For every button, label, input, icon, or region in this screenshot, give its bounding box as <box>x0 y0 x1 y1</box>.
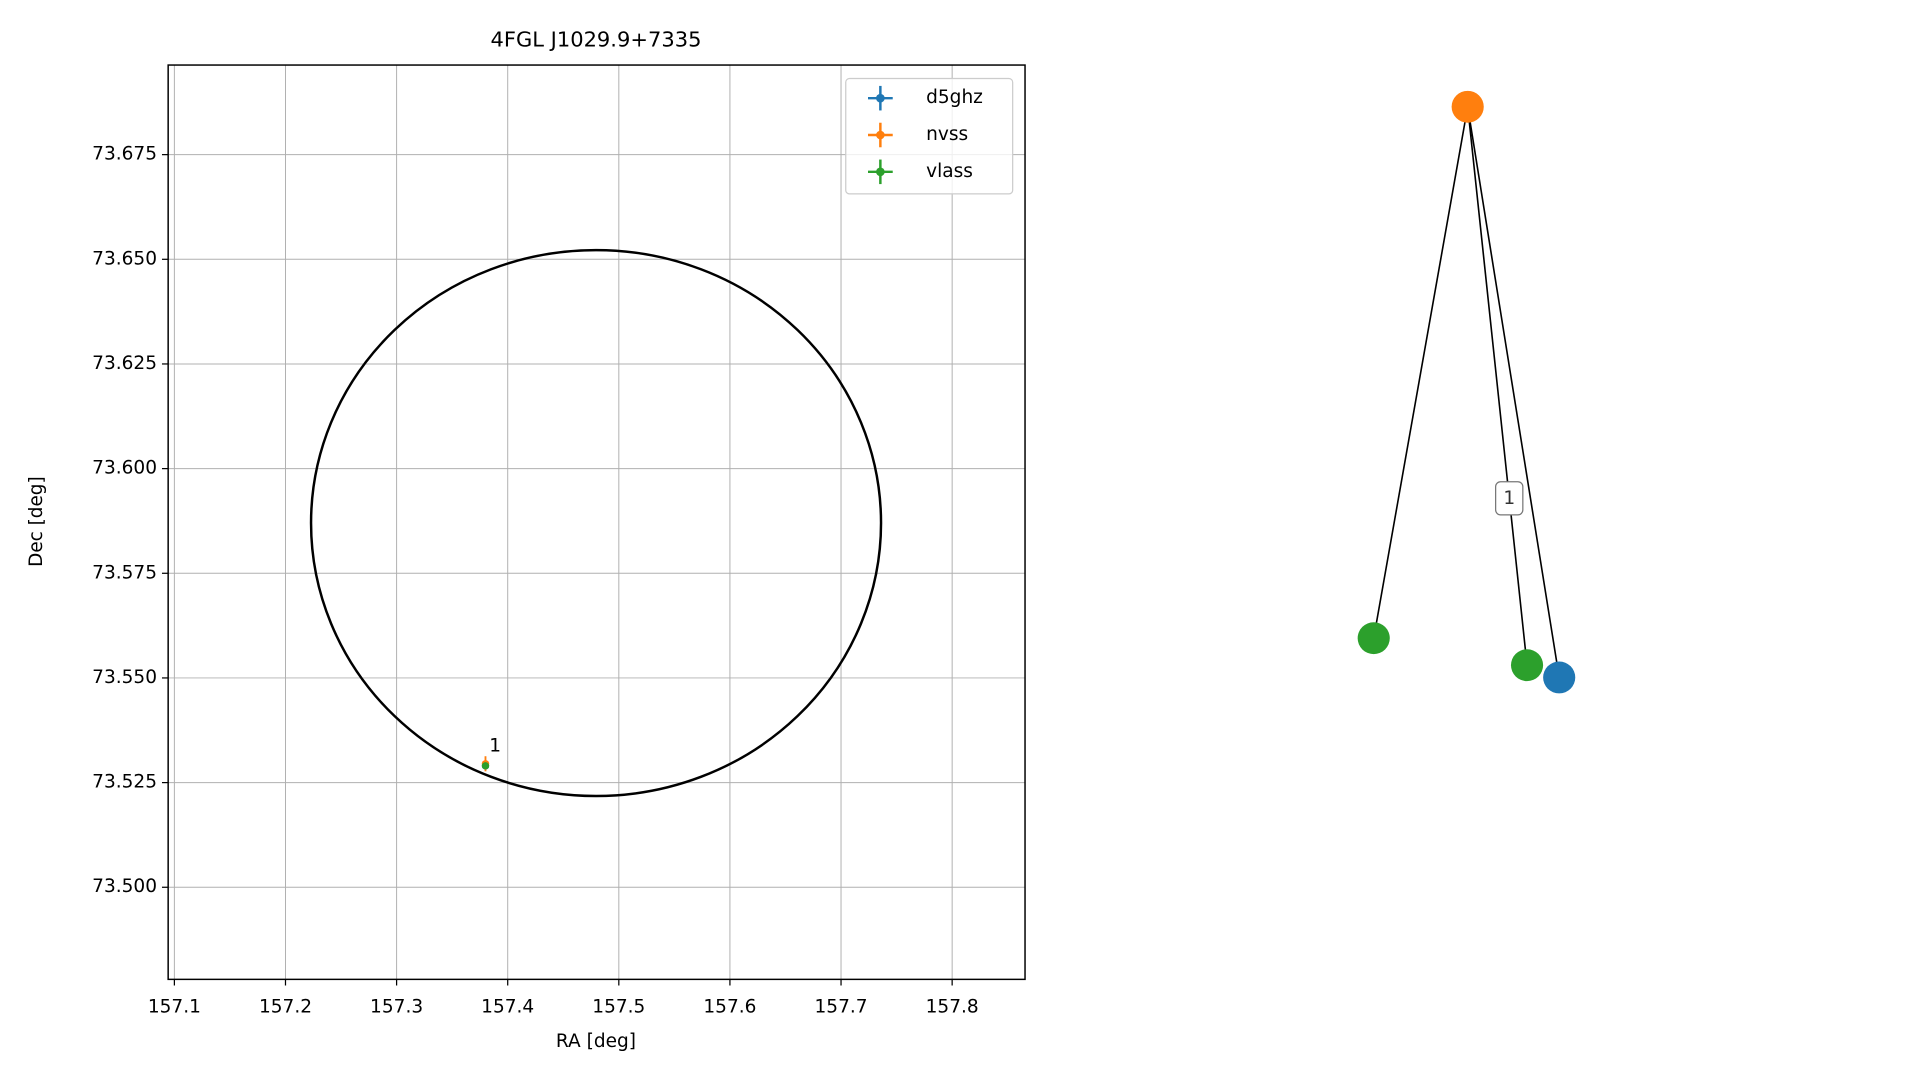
x-tick-label: 157.3 <box>370 997 423 1018</box>
legend-marker <box>876 130 885 140</box>
y-tick-label: 73.600 <box>92 458 157 479</box>
graph-edge <box>1466 106 1528 666</box>
graph-node <box>1510 649 1544 682</box>
x-tick-label: 157.4 <box>481 997 534 1018</box>
x-tick-label: 157.1 <box>148 997 201 1018</box>
x-tick-label: 157.7 <box>815 997 868 1018</box>
y-tick-label: 73.575 <box>92 562 157 583</box>
annotation: 1 <box>489 736 501 757</box>
y-tick-label: 73.675 <box>92 144 157 165</box>
point <box>481 762 490 770</box>
graph-node <box>1357 622 1390 655</box>
y-tick-label: 73.650 <box>92 248 157 269</box>
legend-label: vlass <box>926 161 973 182</box>
x-axis-label: RA [deg] <box>556 1031 636 1052</box>
graph-edge <box>1466 106 1560 678</box>
legend-marker <box>876 93 885 103</box>
graph-node <box>1543 661 1576 694</box>
legend-label: nvss <box>926 124 968 145</box>
plot-frame <box>167 64 1026 981</box>
x-tick-label: 157.2 <box>259 997 312 1018</box>
x-tick-label: 157.6 <box>703 997 756 1018</box>
edge-label: 1 <box>1503 488 1515 509</box>
legend-label: d5ghz <box>926 87 983 108</box>
graph-node <box>1451 90 1484 123</box>
error-ellipse <box>309 248 883 798</box>
legend-box <box>845 77 1014 195</box>
y-tick-label: 73.550 <box>92 667 157 688</box>
chart-title: 4FGL J1029.9+7335 <box>490 28 701 52</box>
y-axis-label: Dec [deg] <box>26 476 47 567</box>
graph-edge <box>1372 106 1469 639</box>
legend-marker <box>876 167 885 177</box>
y-tick-label: 73.625 <box>92 353 157 374</box>
y-tick-label: 73.525 <box>92 772 157 793</box>
y-tick-label: 73.500 <box>92 876 157 897</box>
edge-label-box <box>1495 481 1524 516</box>
x-tick-label: 157.8 <box>926 997 979 1018</box>
x-tick-label: 157.5 <box>592 997 645 1018</box>
